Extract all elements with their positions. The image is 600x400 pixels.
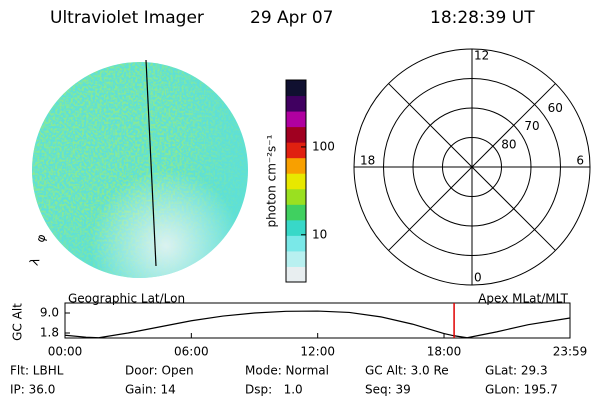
- colorbar: 10 100 photon cm⁻²s⁻¹: [265, 79, 335, 283]
- polar-grid: 80 70 60 0 6 12 18: [353, 48, 591, 286]
- info-field: IP: 36.0: [10, 383, 55, 397]
- colorbar-segment: [286, 188, 306, 205]
- meridian: [145, 59, 157, 267]
- info-field: Seq: 39: [365, 383, 411, 397]
- colorbar-segment: [286, 126, 306, 143]
- colorbar-segment: [286, 235, 306, 252]
- altitude-line: [64, 310, 571, 339]
- info-field: Door: Open: [125, 364, 194, 378]
- right-label: Apex MLat/MLT: [478, 292, 568, 306]
- colorbar-segment: [286, 219, 306, 236]
- info-panel: Flt: LBHL Door: Open Mode: Normal GC Alt: 3…: [10, 364, 558, 397]
- mlt-label: 0: [474, 271, 482, 285]
- ring-label: 80: [501, 137, 516, 151]
- colorbar-segment: [286, 111, 306, 128]
- info-field: GLat: 29.3: [485, 364, 548, 378]
- date: 29 Apr 07: [250, 8, 333, 28]
- time: 18:28:39 UT: [430, 8, 535, 28]
- colorbar-segment: [286, 157, 306, 174]
- info-field: GLon: 195.7: [485, 383, 558, 397]
- colorbar-segment: [286, 266, 306, 283]
- info-field: Dsp: 1.0: [245, 383, 303, 397]
- y-tick-label: 1.8: [40, 326, 59, 340]
- x-tick-label: 12:00: [300, 345, 335, 359]
- ring-label: 70: [524, 119, 539, 133]
- info-field: Gain: 14: [125, 383, 176, 397]
- y-tick-label: 9.0: [40, 306, 59, 320]
- left-label: Geographic Lat/Lon: [68, 292, 185, 306]
- x-tick-label: 18:00: [427, 345, 462, 359]
- y-axis-label: GC Alt: [11, 303, 25, 341]
- mlt-label: 18: [360, 154, 375, 168]
- ring-label: 60: [548, 101, 563, 115]
- x-tick-label: 00:00: [48, 345, 83, 359]
- uv-image: [32, 59, 248, 278]
- colorbar-segment: [286, 142, 306, 159]
- colorbar-label: photon cm⁻²s⁻¹: [265, 134, 279, 227]
- image-dim: [32, 62, 248, 278]
- colorbar-tick-label: 10: [312, 227, 327, 241]
- colorbar-frame: [285, 79, 307, 283]
- colorbar-segment: [286, 80, 306, 97]
- lat-symbol: φ: [33, 232, 49, 244]
- lon-symbol: λ: [27, 256, 43, 267]
- mlt-label: 6: [576, 154, 584, 168]
- polar-spoke: [388, 83, 556, 251]
- title: Ultraviolet Imager: [50, 8, 204, 28]
- colorbar-segment: [286, 250, 306, 267]
- altitude-plot: Geographic Lat/Lon Apex MLat/MLT GC Alt 9.0…: [11, 292, 588, 359]
- info-field: Flt: LBHL: [10, 364, 64, 378]
- info-field: GC Alt: 3.0 Re: [365, 364, 449, 378]
- mlt-label: 12: [474, 49, 489, 63]
- colorbar-segment: [286, 95, 306, 112]
- colorbar-tick-label: 100: [312, 139, 335, 153]
- colorbar-segment: [286, 173, 306, 190]
- info-field: Mode: Normal: [245, 364, 329, 378]
- x-tick-label: 06:00: [174, 345, 209, 359]
- x-tick-label: 23:59: [553, 345, 588, 359]
- colorbar-segment: [286, 204, 306, 221]
